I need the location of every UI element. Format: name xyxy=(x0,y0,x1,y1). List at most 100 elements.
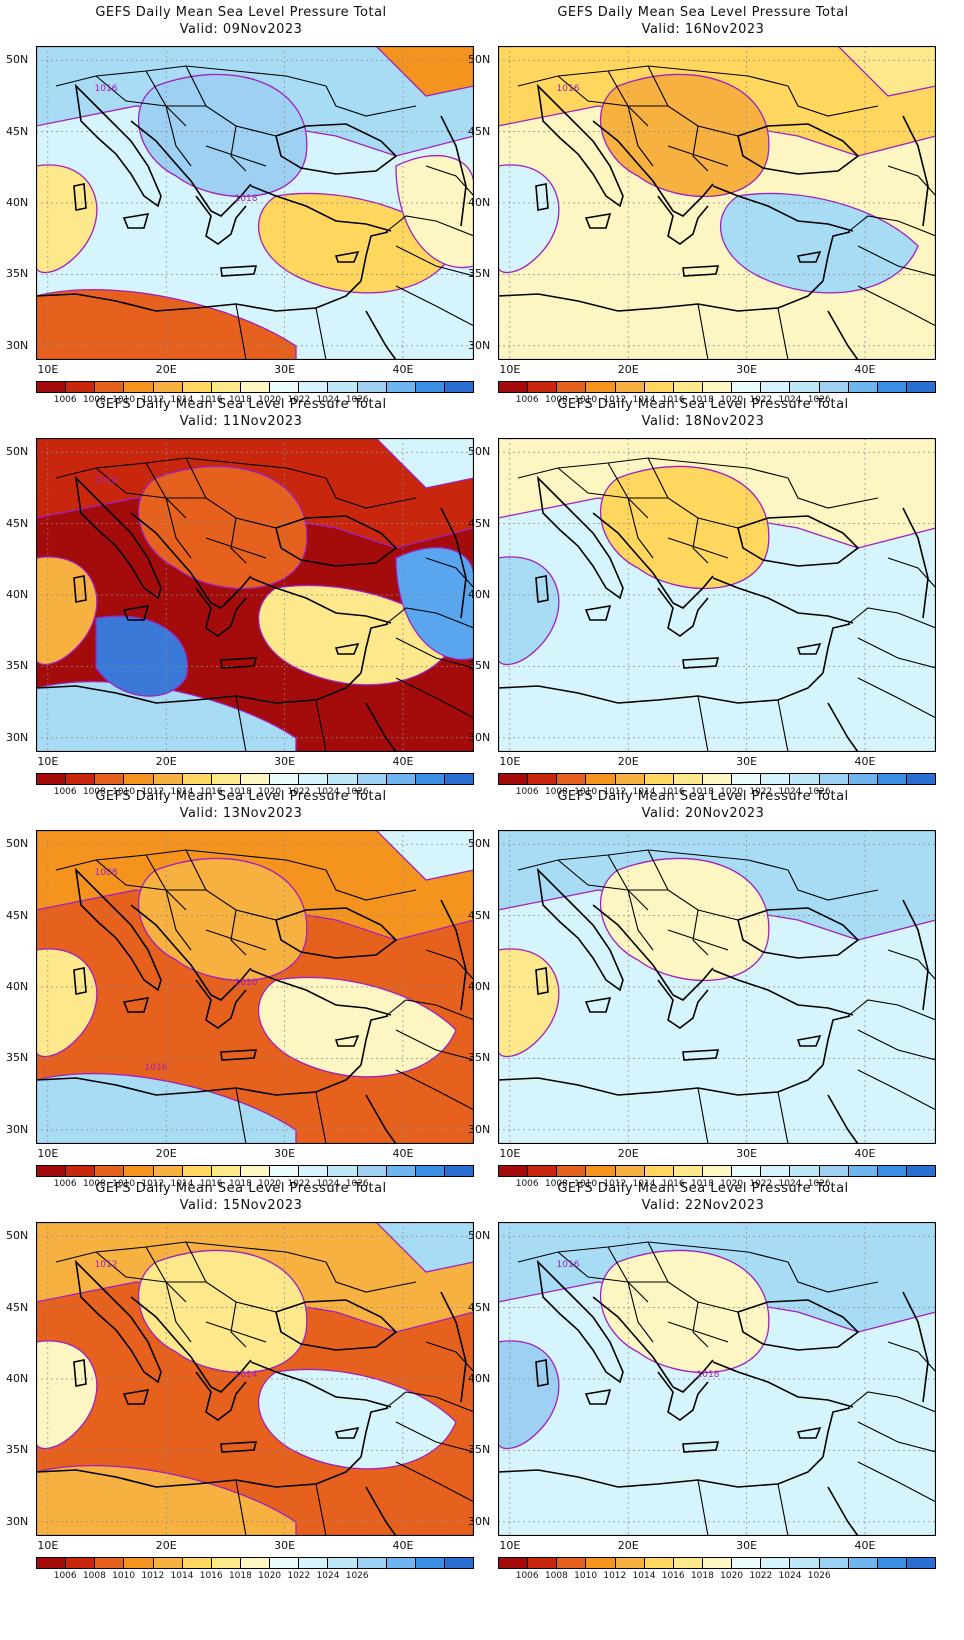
colorbar xyxy=(498,1557,936,1569)
pressure-field-svg xyxy=(497,829,937,1145)
country-border xyxy=(777,1091,789,1145)
contour-label: 1018 xyxy=(235,194,258,204)
colorbar-swatch xyxy=(444,1558,474,1568)
coastline xyxy=(822,231,851,282)
colorbar-swatch xyxy=(270,1166,300,1176)
country-border xyxy=(325,869,417,901)
pressure-fill-region xyxy=(719,192,919,294)
coastline xyxy=(827,1094,859,1145)
coastline xyxy=(334,642,360,655)
coastline xyxy=(497,672,824,704)
colorbar-swatch xyxy=(328,382,358,392)
coastline xyxy=(737,123,860,175)
colorbar-swatch xyxy=(299,382,329,392)
colorbar-label: 1022 xyxy=(287,1571,311,1581)
country-border xyxy=(315,699,327,753)
country-border xyxy=(235,1479,247,1537)
colorbar-label: 1010 xyxy=(112,1571,136,1581)
country-border xyxy=(235,695,247,753)
country-border xyxy=(385,999,475,1021)
country-border xyxy=(887,165,937,197)
country-border xyxy=(647,849,739,921)
coastline xyxy=(440,507,467,619)
colorbar-label: 1018 xyxy=(228,1179,252,1189)
colorbar-label: 1014 xyxy=(632,1179,656,1189)
country-border xyxy=(887,557,937,589)
lon-tick-label: 20E xyxy=(155,363,177,376)
contour-label: 1016 xyxy=(557,84,580,94)
coastline xyxy=(195,979,247,1029)
country-border xyxy=(787,85,879,117)
lon-tick-label: 40E xyxy=(392,1147,414,1160)
lon-tick-label: 20E xyxy=(155,1147,177,1160)
colorbar-label: 1018 xyxy=(690,787,714,797)
contour-label: 1016 xyxy=(557,1260,580,1270)
colorbar-swatch xyxy=(328,774,358,784)
colorbar-swatch xyxy=(415,1166,445,1176)
lon-tick-label: 30E xyxy=(736,755,758,768)
coastline xyxy=(536,867,624,992)
contour-label: 1008 xyxy=(95,868,118,878)
panel-valid-date: Valid: 13Nov2023 xyxy=(179,806,303,821)
country-border xyxy=(205,1321,267,1343)
colorbar-label: 1024 xyxy=(316,1179,340,1189)
country-border xyxy=(425,949,475,981)
lat-tick-label: 50N xyxy=(468,53,491,67)
lon-tick-label: 20E xyxy=(617,1539,639,1552)
colorbar-swatch xyxy=(270,774,300,784)
colorbar-label: 1026 xyxy=(807,395,831,405)
coastline xyxy=(592,904,714,1001)
country-border xyxy=(230,125,247,172)
lon-tick-label: 10E xyxy=(37,755,59,768)
lat-tick-label: 50N xyxy=(468,837,491,851)
colorbar xyxy=(36,1165,474,1177)
coastline xyxy=(74,83,162,208)
coastline xyxy=(827,310,859,361)
country-border xyxy=(95,467,206,499)
lat-tick-label: 50N xyxy=(6,53,29,67)
panel-title: GEFS Daily Mean Sea Level Pressure Total xyxy=(557,1181,849,1196)
lat-tick-label: 30N xyxy=(6,730,29,744)
colorbar-label: 1016 xyxy=(661,1179,685,1189)
colorbar-swatch xyxy=(270,382,300,392)
country-border xyxy=(557,467,668,499)
coastline xyxy=(250,1361,392,1408)
country-border xyxy=(185,65,277,137)
country-border xyxy=(697,303,709,361)
lat-tick-label: 40N xyxy=(6,588,29,601)
country-border xyxy=(857,1069,937,1111)
colorbar-swatch xyxy=(66,774,96,784)
colorbar-label: 1020 xyxy=(258,787,282,797)
colorbar-label: 1022 xyxy=(749,395,773,405)
lon-tick-label: 40E xyxy=(854,1147,876,1160)
coastline xyxy=(195,1371,247,1421)
coastline xyxy=(130,512,252,609)
coastline xyxy=(497,280,824,312)
colorbar-label: 1026 xyxy=(345,395,369,405)
lon-tick-label: 20E xyxy=(617,755,639,768)
coastline xyxy=(220,1049,258,1061)
colorbar-label: 1018 xyxy=(690,395,714,405)
country-border xyxy=(627,105,654,167)
country-border xyxy=(647,65,739,137)
coastline xyxy=(220,265,258,277)
country-border xyxy=(95,859,206,891)
colorbar-swatch xyxy=(299,1166,329,1176)
country-border xyxy=(787,1261,879,1293)
colorbar-label: 1008 xyxy=(544,395,568,405)
colorbar-swatch xyxy=(557,1558,587,1568)
lon-tick-label: 10E xyxy=(499,363,521,376)
coastline xyxy=(122,605,150,621)
colorbar-swatch xyxy=(819,1558,849,1568)
lon-tick-label: 20E xyxy=(155,1539,177,1552)
coastline xyxy=(902,507,929,619)
lat-tick-label: 45N xyxy=(6,516,29,530)
colorbar xyxy=(498,773,936,785)
colorbar-swatch xyxy=(528,1166,558,1176)
coastline xyxy=(535,183,549,211)
map-plot: 1016 1018 xyxy=(497,1221,937,1537)
country-border xyxy=(395,1029,475,1061)
coastline xyxy=(220,1441,258,1453)
colorbar-label: 1022 xyxy=(287,395,311,405)
lon-tick-label: 20E xyxy=(617,363,639,376)
